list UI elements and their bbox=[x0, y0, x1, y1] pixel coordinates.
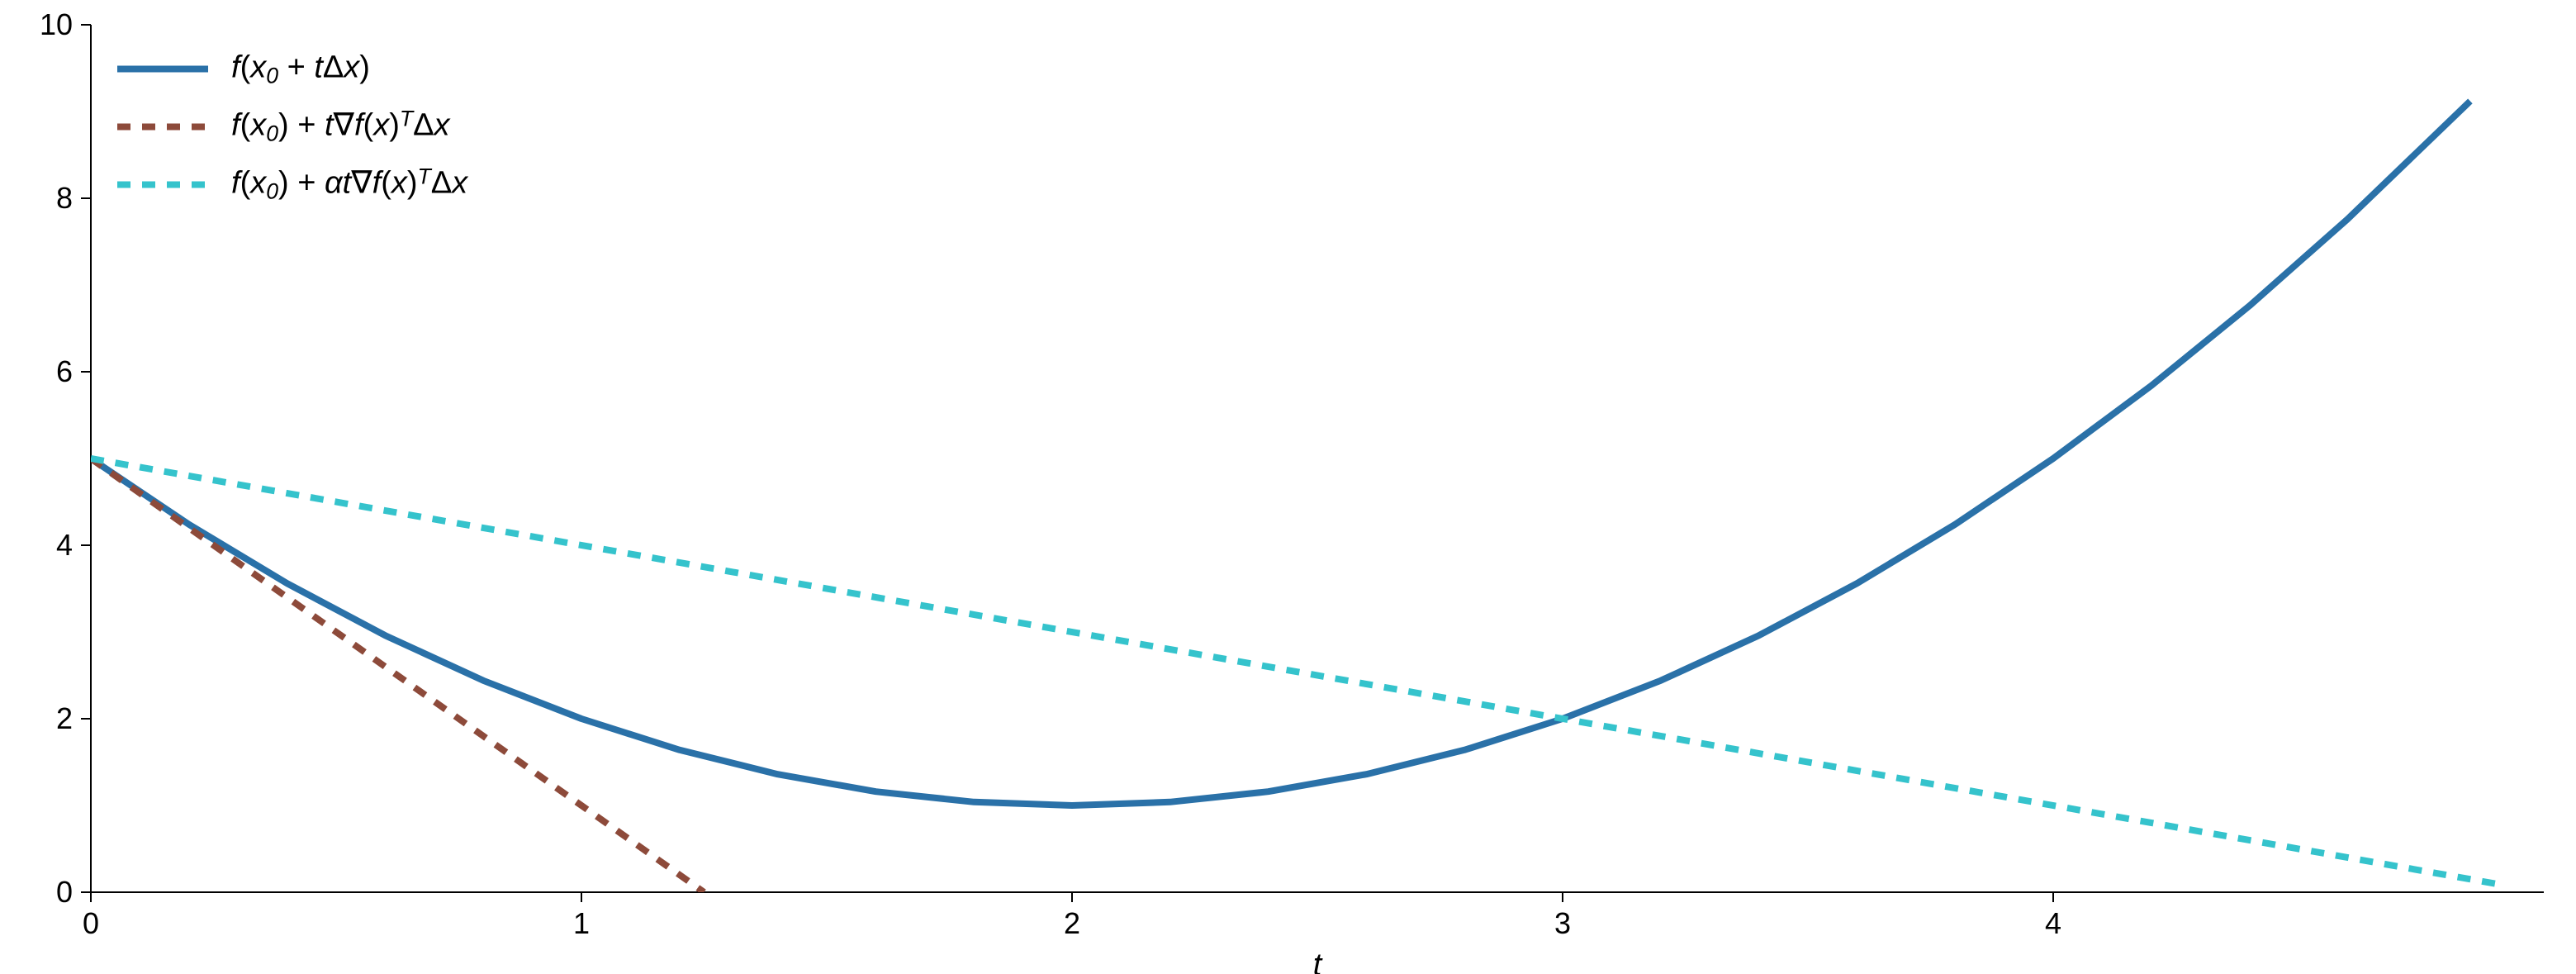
y-tick-label: 0 bbox=[56, 875, 73, 909]
x-tick-label: 1 bbox=[573, 906, 590, 940]
y-tick-label: 6 bbox=[56, 354, 73, 388]
y-tick-label: 8 bbox=[56, 181, 73, 215]
legend-label-full_tangent: f(x0) + t∇f(x)TΔx bbox=[231, 107, 451, 146]
legend-label-f_curve: f(x0 + tΔx) bbox=[231, 50, 370, 88]
chart-svg: 0 1 2 3 4 t 0 2 4 6 8 10 f(x0 + tΔx) f(x0) + t∇f(x)TΔ… bbox=[0, 0, 2576, 974]
y-tick-label: 2 bbox=[56, 701, 73, 735]
x-tick-label: 3 bbox=[1554, 906, 1571, 940]
x-tick-label: 0 bbox=[83, 906, 99, 940]
y-tick-label: 10 bbox=[40, 7, 73, 41]
x-axis-label: t bbox=[1313, 948, 1323, 974]
y-tick-label: 4 bbox=[56, 528, 73, 562]
x-tick-label: 4 bbox=[2045, 906, 2061, 940]
x-tick-label: 2 bbox=[1064, 906, 1080, 940]
line-search-chart: 0 1 2 3 4 t 0 2 4 6 8 10 f(x0 + tΔx) f(x0) + t∇f(x)TΔ… bbox=[0, 0, 2576, 974]
